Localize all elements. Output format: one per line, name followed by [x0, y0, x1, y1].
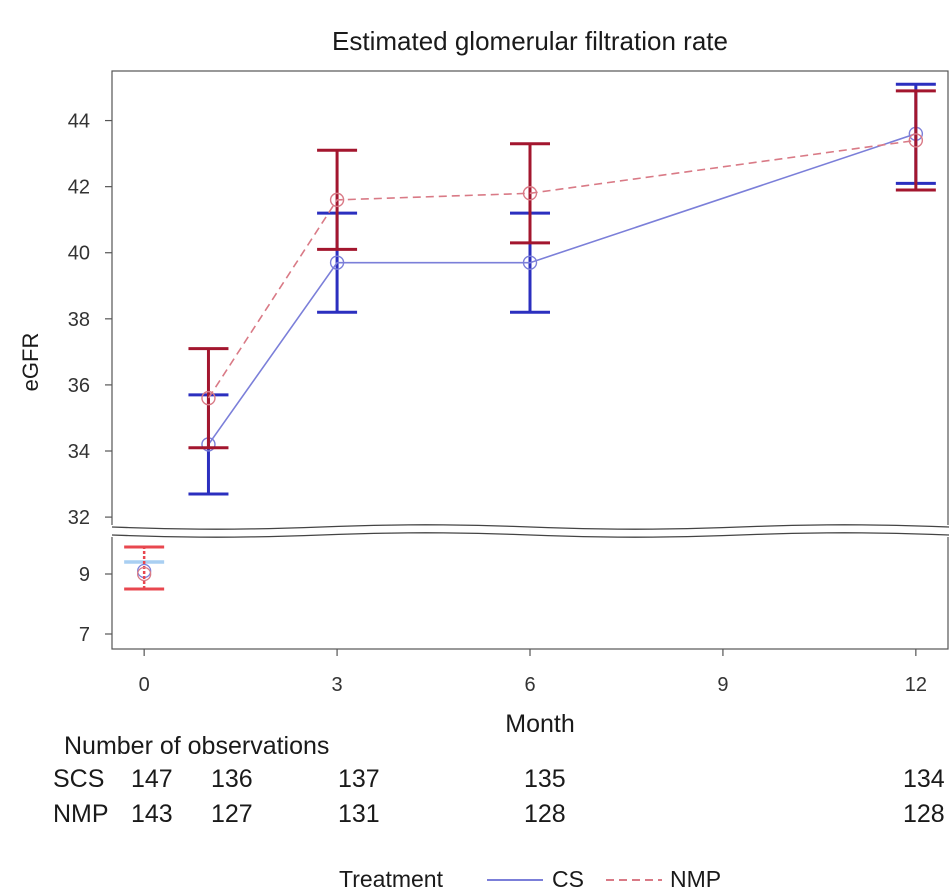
data-point-nmp [201, 390, 216, 406]
y-tick-label: 40 [68, 243, 90, 265]
observation-count: 147 [131, 765, 173, 793]
data-point-cs [522, 255, 538, 270]
error-bar-nmp [895, 89, 936, 192]
legend-swatch-cs [487, 879, 543, 881]
y-tick-label: 7 [79, 624, 90, 646]
observations-title: Number of observations [64, 732, 330, 760]
baseline-nmp [124, 545, 165, 591]
x-tick-label: 9 [717, 674, 728, 696]
y-axis: 32 34 36 38 40 42 44 7 9 [68, 111, 112, 646]
data-point-nmp [329, 192, 345, 208]
legend-swatch-nmp [606, 879, 662, 881]
observation-count: 134 [903, 765, 945, 793]
y-axis-label: eGFR [18, 333, 43, 392]
data-point-nmp [522, 186, 538, 201]
error-bar-nmp [188, 347, 229, 450]
legend-label-cs: CS [552, 866, 584, 892]
x-tick-label: 0 [139, 674, 150, 696]
observations-row-nmp: NMP 143 127 131 128 128 [0, 800, 949, 832]
observation-count: 136 [211, 765, 253, 793]
series-line-nmp [207, 139, 916, 399]
axis-break [108, 524, 949, 538]
baseline-point-nmp [137, 566, 152, 582]
axis-break-line [111, 524, 949, 530]
data-point-cs [329, 255, 345, 270]
x-axis: 0 3 6 9 12 [139, 649, 927, 696]
y-tick-label: 36 [68, 375, 90, 397]
observation-count: 143 [131, 800, 173, 828]
y-tick-label: 9 [79, 564, 90, 586]
observation-count: 128 [903, 800, 945, 828]
y-tick-label: 32 [68, 507, 90, 529]
x-tick-label: 3 [332, 674, 343, 696]
y-tick-label: 34 [68, 441, 90, 463]
legend-label-nmp: NMP [670, 866, 722, 892]
x-tick-label: 6 [524, 674, 535, 696]
y-tick-label: 38 [68, 309, 90, 331]
observations-label: SCS [53, 765, 105, 793]
observation-count: 131 [338, 800, 380, 828]
observation-count: 137 [338, 765, 380, 793]
series-layer [124, 82, 936, 591]
series-line-cs [207, 133, 917, 445]
data-point-nmp [908, 133, 924, 148]
legend: Treatment CS NMP [0, 866, 949, 896]
observation-count: 127 [211, 800, 253, 828]
axis-break-line [111, 532, 949, 538]
axis-break-band [108, 525, 949, 537]
observation-count: 135 [524, 765, 566, 793]
legend-title: Treatment [339, 866, 443, 892]
y-tick-label: 44 [68, 111, 90, 133]
baseline-cs [124, 560, 165, 579]
chart-title: Estimated glomerular filtration rate [332, 26, 728, 56]
observations-label: NMP [53, 800, 109, 828]
observation-count: 128 [524, 800, 566, 828]
observations-row-scs: SCS 147 136 137 135 134 [0, 765, 949, 797]
y-tick-label: 42 [68, 177, 90, 199]
x-axis-label: Month [505, 710, 574, 738]
x-tick-label: 12 [905, 674, 927, 696]
